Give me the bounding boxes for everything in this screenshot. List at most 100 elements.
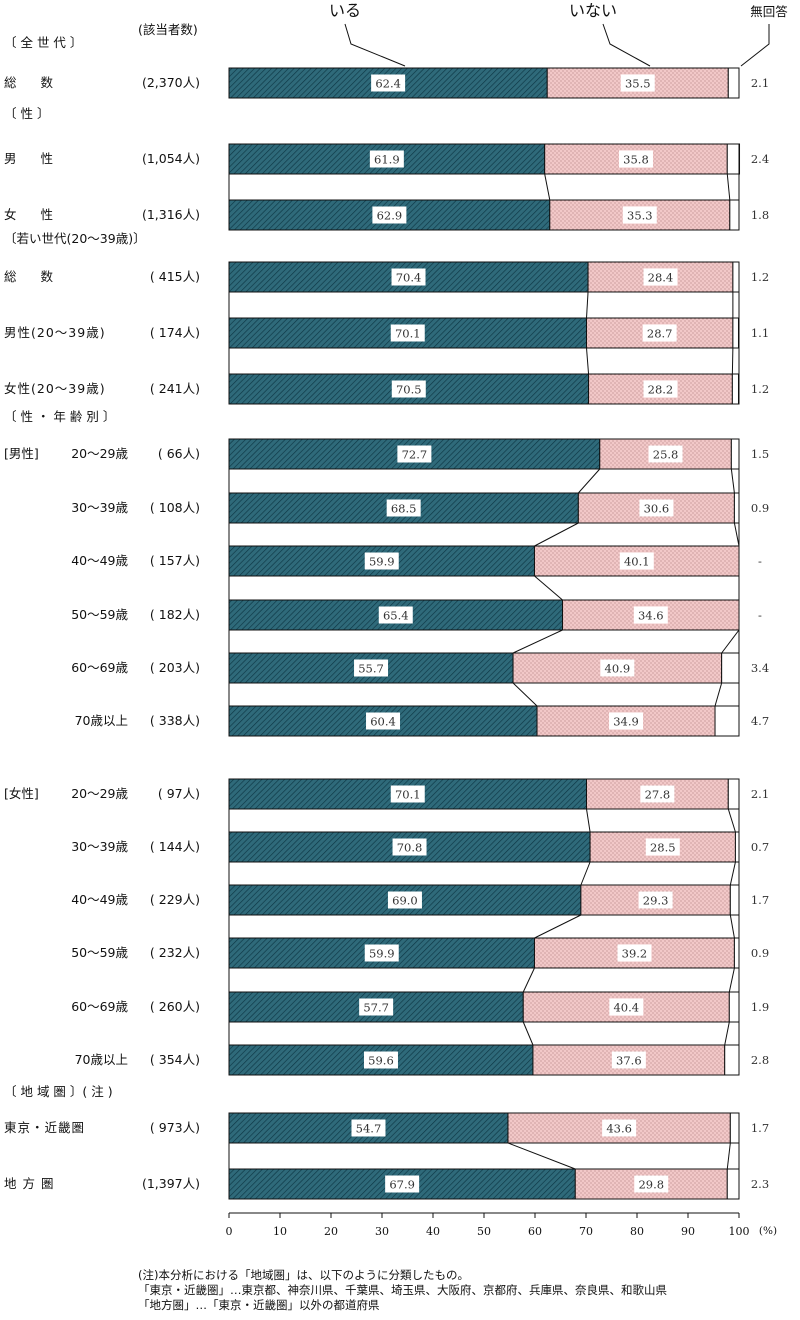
value-label-box [354,659,389,677]
bar-segment-na [732,261,740,293]
legend-leader [740,24,770,67]
value-label-no: 34.6 [638,609,664,623]
value-label-yes: 62.9 [377,209,403,223]
value-label-yes: 61.9 [374,153,400,167]
connector-line [534,522,579,547]
x-tick-label: 60 [528,1225,542,1238]
row-label: 女 性 [4,207,63,222]
row-count: ( 260人) [150,999,200,1014]
value-label-no: 43.6 [606,1122,632,1136]
section-label: 〔若い世代(20～39歳)〕 [4,231,146,246]
value-label-na: 2.3 [751,1177,769,1191]
value-label-yes: 59.9 [369,555,395,569]
bar-outline [228,705,740,737]
connector-line [728,967,735,993]
row-label: 50～59歳 [71,945,128,960]
value-label-na: - [758,554,762,568]
row-count: ( 973人) [150,1120,200,1135]
connector-line [726,173,731,201]
row-label: 40～49歳 [71,553,128,568]
value-label-box [386,499,421,517]
x-tick-label: 20 [324,1225,338,1238]
bar-outline [228,67,740,99]
row-label: 20～29歳 [71,446,128,461]
value-label-no: 37.6 [616,1054,642,1068]
value-label-box [364,552,399,570]
value-label-yes: 68.5 [391,502,417,516]
value-label-box [600,659,635,677]
stacked-bar-chart: 62.4 35.5 2.1 61.9 35.8 2.4 62.9 35.3 1.8 70.4 28.… [4,1,788,1238]
value-label-yes: 67.9 [389,1178,415,1192]
x-tick-label: 100 [729,1225,750,1238]
connector-line [724,1021,730,1046]
value-label-no: 30.6 [644,502,670,516]
bar-segment-na [727,67,740,99]
value-label-na: 2.1 [751,76,769,90]
bar-outline [228,143,740,175]
row-label: 60～69歳 [71,660,128,675]
row-count: ( 415人) [150,269,200,284]
bar-outline [228,261,740,293]
connector-line [714,682,723,707]
value-label-yes: 69.0 [392,894,418,908]
connector-line [729,914,735,939]
row-count: ( 232人) [150,945,200,960]
value-label-yes: 59.9 [369,947,395,961]
x-tick-label: 80 [630,1225,644,1238]
bar-outline [228,652,740,684]
value-label-yes: 60.4 [370,715,396,729]
bar-segment-na [730,438,740,470]
value-label-yes: 70.1 [395,788,421,802]
bar-segment-na [728,991,740,1023]
legend-label: いる [329,1,361,20]
note-line-3: 「地方圏」…「東京・近畿圏」以外の都道府県 [138,1298,380,1312]
value-label-box [638,891,673,909]
row-count: ( 241人) [150,381,200,396]
connector-line [729,861,736,886]
x-tick-label: 30 [375,1225,389,1238]
connector-line [544,173,551,201]
value-label-box [642,324,677,342]
bar-segment-na [731,373,739,405]
bar-outline [228,545,740,577]
value-label-box [378,606,413,624]
bar-outline [228,831,740,863]
value-label-box [391,268,426,286]
value-label-no: 25.8 [653,448,679,462]
x-tick-label: 10 [273,1225,287,1238]
value-label-na: 0.7 [751,840,769,854]
value-label-box [609,998,644,1016]
count-header: (該当者数) [138,22,198,37]
value-label-na: 3.4 [751,661,769,675]
group-label: [女性] [4,786,39,801]
x-tick-label: 50 [477,1225,491,1238]
bar-segment-na [733,492,740,524]
connector-line [534,575,563,601]
row-count: ( 144人) [150,839,200,854]
value-label-no: 34.9 [613,715,639,729]
value-label-na: 1.9 [751,1000,769,1014]
value-label-box [364,944,399,962]
connector-line [586,808,591,833]
section-label: 〔 性 ・ 年 齢 別 〕 [4,409,115,424]
value-label-na: - [758,608,762,622]
bar-segment-na [726,143,741,175]
value-label-no: 28.4 [648,271,674,285]
row-count: (1,316人) [142,207,200,222]
value-label-box [366,712,401,730]
row-count: ( 182人) [150,607,200,622]
x-axis: 0 10 20 30 40 50 60 70 80 90 100 (%) [226,1212,777,1238]
row-count: ( 174人) [150,325,200,340]
row-count: ( 229人) [150,892,200,907]
value-label-box [392,838,427,856]
value-label-yes: 57.7 [363,1001,389,1015]
value-label-box [611,1051,646,1069]
bar-outline [228,991,740,1023]
value-label-box [363,1051,398,1069]
value-label-no: 29.3 [643,894,669,908]
value-label-no: 28.2 [648,383,674,397]
row-count: ( 354人) [150,1052,200,1067]
connector-line [580,861,591,886]
section-label: 〔 地 域 圏 〕( 注 ) [4,1084,113,1099]
value-label-box [390,324,425,342]
